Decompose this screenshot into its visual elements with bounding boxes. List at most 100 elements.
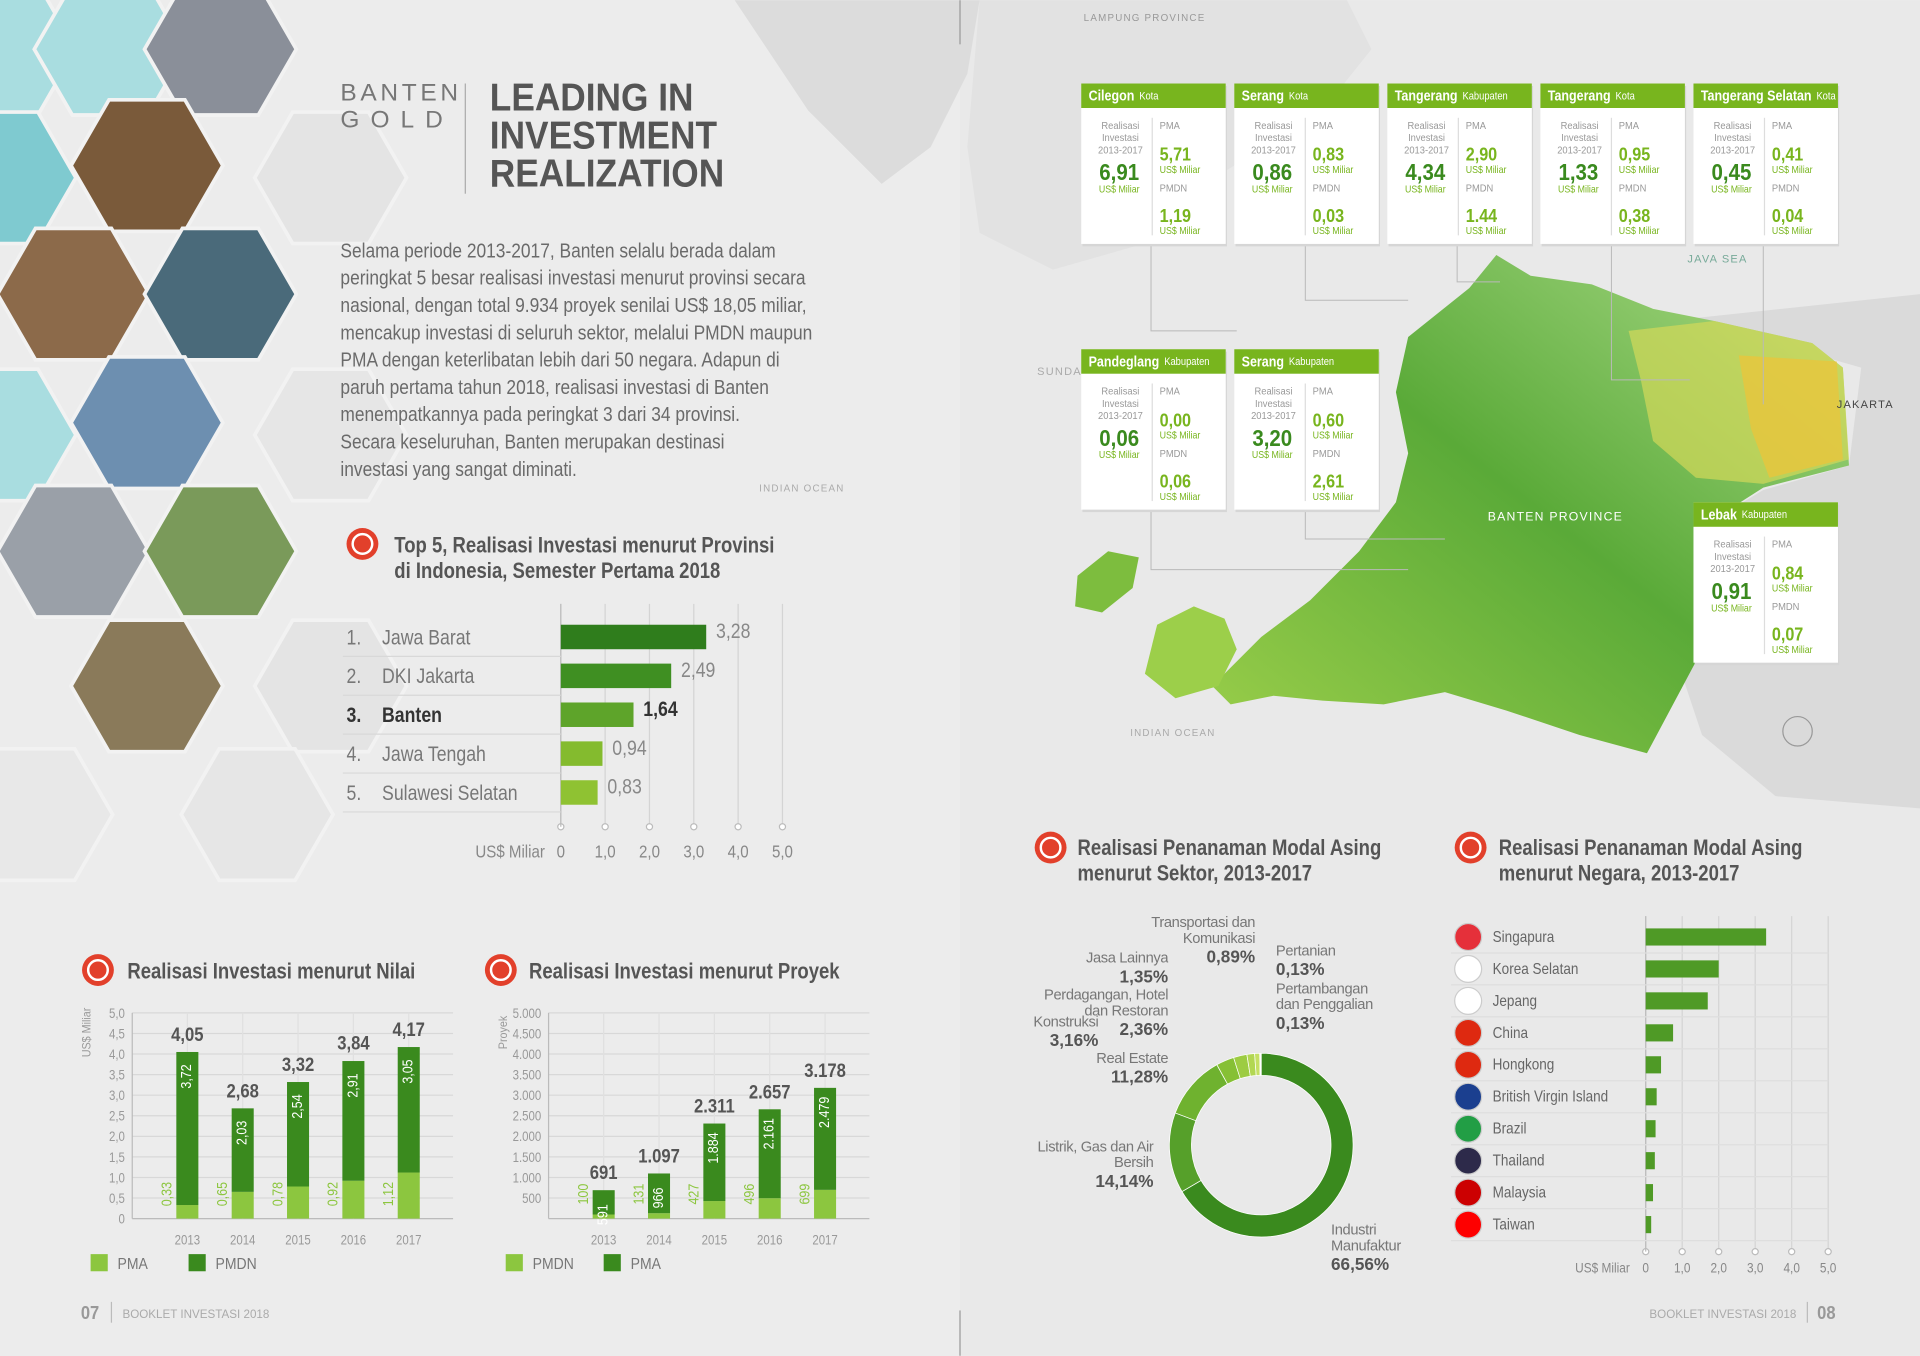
card-label: Investasi <box>1255 398 1292 410</box>
card-label: PMDN <box>1160 183 1188 195</box>
card-label: 2013-2017 <box>1710 145 1755 157</box>
card-kind: Kota <box>1289 91 1309 103</box>
land <box>734 0 980 184</box>
bar <box>560 624 707 650</box>
card-label: PMDN <box>1772 183 1800 195</box>
intro-line: paruh pertama tahun 2018, realisasi inve… <box>340 376 769 399</box>
hexagon <box>142 483 299 619</box>
y-axis-label: Proyek <box>497 1016 510 1050</box>
value-label: 100 <box>575 1183 591 1204</box>
tick-mark <box>1678 1248 1686 1256</box>
card-unit: US$ Miliar <box>1466 164 1507 176</box>
value-label: 0,13% <box>1275 959 1325 979</box>
bar <box>1645 992 1708 1010</box>
card-label: 2013-2017 <box>1251 145 1296 157</box>
bar-segment <box>176 1205 199 1219</box>
card-unit: US$ Miliar <box>1099 184 1140 196</box>
card-total: 0,45 <box>1712 159 1752 186</box>
y-tick-label: 0 <box>119 1212 125 1227</box>
card-label: PMA <box>1772 120 1793 132</box>
total-label: 2,68 <box>226 1080 258 1102</box>
icon <box>346 528 379 560</box>
category-label: Hongkong <box>1493 1057 1555 1074</box>
bar-segment <box>703 1123 726 1202</box>
donut-label-box: Real Estate 11,28% <box>1021 1051 1168 1087</box>
value-label: 0,13% <box>1275 1012 1325 1033</box>
value-label: 0,89% <box>1206 946 1256 967</box>
value-label: 0,33 <box>159 1182 175 1206</box>
card <box>1540 83 1685 244</box>
page-title: LEADING IN <box>490 75 694 119</box>
value-label: 0,92 <box>325 1182 341 1206</box>
card-label: 2013-2017 <box>1098 411 1143 423</box>
x-tick-label: 4,0 <box>728 843 749 862</box>
card <box>1693 502 1838 663</box>
category-label: Jepang <box>1493 993 1537 1010</box>
legend-swatch <box>188 1254 206 1272</box>
card-kind: Kabupaten <box>1462 91 1508 103</box>
card <box>1081 83 1226 244</box>
category-label: Banten <box>382 705 442 728</box>
value-label: 966 <box>650 1188 666 1209</box>
value-label: 3,72 <box>178 1064 194 1088</box>
card-label: PMA <box>1466 120 1487 132</box>
x-tick-label: 4,0 <box>1783 1261 1799 1276</box>
tick-mark <box>1715 1248 1723 1256</box>
value-label: 1,35% <box>1119 966 1169 986</box>
value-label: 66,56% <box>1331 1254 1390 1274</box>
card-name: Serang <box>1242 353 1284 369</box>
total-label: 4,17 <box>393 1019 425 1041</box>
card-unit: US$ Miliar <box>1772 644 1813 656</box>
card-unit: US$ Miliar <box>1711 184 1752 196</box>
card-label: Realisasi <box>1714 120 1752 132</box>
card <box>1387 83 1532 244</box>
category-label: China <box>1493 1025 1529 1042</box>
region <box>1738 355 1843 478</box>
card-name: Tangerang Selatan <box>1701 88 1812 104</box>
card-unit: US$ Miliar <box>1160 491 1201 503</box>
x-tick-label: 2016 <box>757 1232 783 1247</box>
card-pmdn: 1,19 <box>1160 205 1191 226</box>
compass <box>1782 715 1813 747</box>
tick-mark <box>778 823 787 831</box>
connector <box>1456 242 1500 283</box>
card-label: Investasi <box>1102 398 1139 410</box>
flag <box>1454 1178 1483 1207</box>
card-label: Investasi <box>1561 133 1598 145</box>
brand: BANTEN <box>340 80 461 107</box>
card <box>1234 83 1379 244</box>
total-label: 1.097 <box>638 1145 680 1167</box>
x-tick-label: 2014 <box>646 1232 672 1247</box>
chart-title: Top 5, Realisasi Investasi menurut Provi… <box>394 534 774 558</box>
connector <box>1610 242 1690 381</box>
x-tick-label: 2013 <box>175 1232 201 1247</box>
bar <box>1645 960 1719 978</box>
map-label: JAVA SEA <box>1687 253 1747 265</box>
total-label: 3.178 <box>804 1060 846 1082</box>
value-label: 131 <box>630 1184 646 1205</box>
x-axis-label: US$ Miliar <box>475 843 545 862</box>
value-label: 2,49 <box>681 660 715 683</box>
x-tick-label: 3,0 <box>1747 1261 1763 1276</box>
x-tick-label: 2014 <box>230 1232 256 1247</box>
bar-segment <box>592 1190 615 1215</box>
card-total: 0,86 <box>1252 159 1292 186</box>
x-tick-label: 2015 <box>702 1232 728 1247</box>
legend-label: PMDN <box>533 1255 574 1273</box>
bar-segment <box>703 1201 726 1219</box>
card <box>1234 349 1379 510</box>
x-tick-label: 2016 <box>341 1232 367 1247</box>
card-label: PMA <box>1160 386 1181 398</box>
category-label: Jawa Tengah <box>382 744 486 767</box>
chart-title: Realisasi Investasi menurut Proyek <box>529 960 840 984</box>
card-header <box>1387 83 1532 108</box>
bar <box>1645 928 1767 946</box>
icon-inner <box>1459 836 1482 859</box>
card-total: 0,06 <box>1099 425 1139 452</box>
card-label: PMA <box>1313 120 1334 132</box>
bar-segment <box>287 1186 310 1219</box>
